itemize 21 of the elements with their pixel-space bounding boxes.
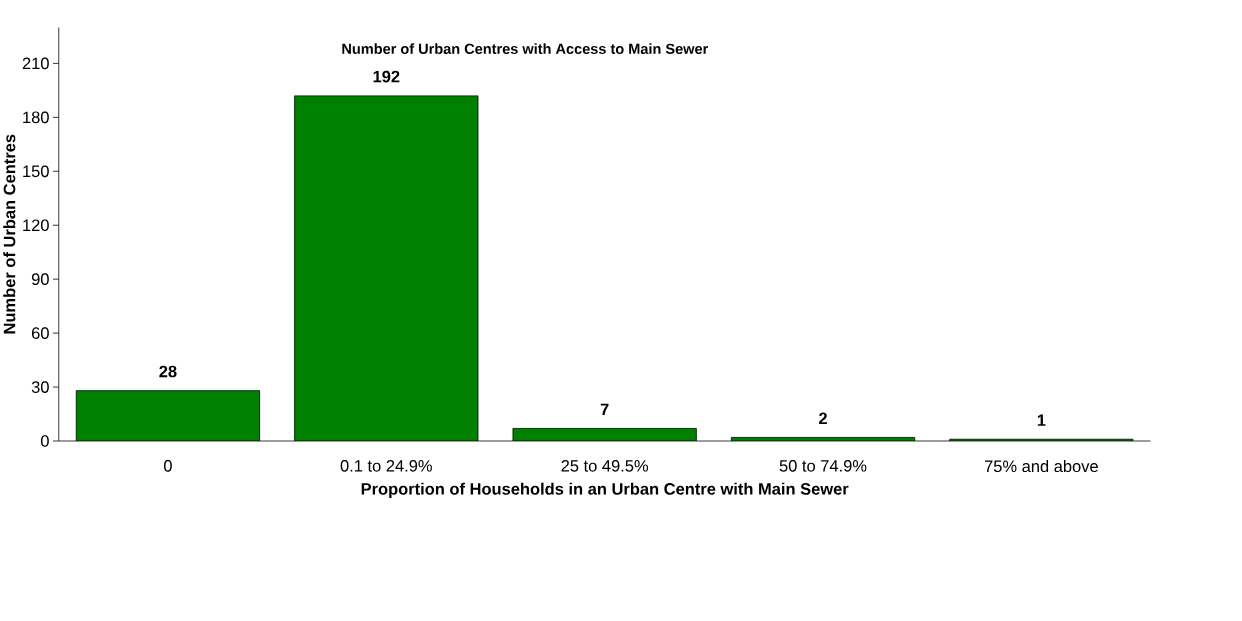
x-tick-label: 25 to 49.5% bbox=[561, 460, 649, 472]
x-tick-label: 0 bbox=[163, 460, 172, 472]
x-tick-label: 50 to 74.9% bbox=[779, 460, 867, 472]
y-tick-label: 210 bbox=[22, 57, 49, 70]
x-axis-title: Proportion of Households in an Urban Centre with Main Sewer bbox=[361, 482, 849, 499]
data-label: 28 bbox=[159, 365, 177, 378]
y-tick-label: 150 bbox=[23, 165, 49, 178]
data-label: 7 bbox=[600, 403, 609, 416]
y-axis-title: Number of Urban Centres bbox=[3, 134, 16, 334]
y-tick-label: 60 bbox=[31, 327, 49, 340]
x-tick-label: 0.1 to 24.9% bbox=[340, 460, 432, 472]
y-tick-label: 30 bbox=[31, 381, 49, 393]
y-tick-label: 90 bbox=[31, 273, 49, 286]
data-label: 2 bbox=[819, 412, 827, 425]
text: Number of Urban Centres with Access to Main Sewer bbox=[342, 43, 709, 55]
data-label: 1 bbox=[1037, 414, 1046, 426]
data-label: 192 bbox=[373, 70, 400, 83]
y-tick-label: 180 bbox=[23, 111, 49, 124]
y-tick-label: 120 bbox=[23, 219, 49, 232]
y-tick-label: 0 bbox=[40, 435, 49, 447]
x-tick-label: 75% and above bbox=[984, 460, 1098, 473]
